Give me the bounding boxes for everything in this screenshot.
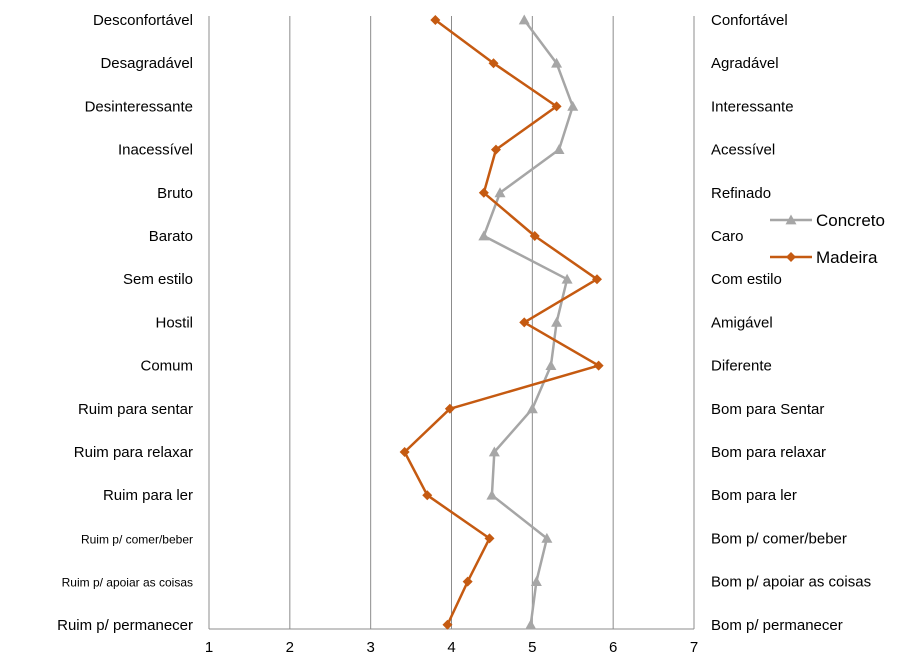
right-attribute-label: Bom p/ permanecer (711, 617, 843, 634)
data-point-madeira (529, 231, 540, 241)
series-layer (399, 14, 604, 630)
data-point-concreto (551, 57, 563, 68)
data-point-concreto (567, 100, 579, 111)
data-point-madeira (488, 58, 499, 69)
left-attribute-label: Inacessível (118, 142, 193, 159)
data-point-madeira (430, 15, 441, 25)
data-point-madeira (490, 144, 501, 155)
x-axis-ticks: 1 2 3 4 5 6 7 (205, 639, 698, 656)
data-point-concreto (488, 446, 500, 457)
data-point-madeira (593, 360, 604, 371)
legend-swatch-marker (786, 252, 796, 262)
data-point-concreto (541, 532, 553, 543)
data-point-concreto (561, 273, 573, 284)
x-tick-label: 2 (286, 639, 294, 656)
left-attribute-label: Bruto (157, 185, 193, 202)
legend-item-concreto: Concreto (770, 211, 885, 230)
data-point-madeira (484, 533, 495, 544)
data-point-concreto (526, 403, 538, 414)
data-point-madeira (519, 317, 530, 328)
data-point-madeira (462, 576, 473, 587)
legend-label: Concreto (816, 211, 885, 230)
data-point-concreto (551, 316, 563, 327)
x-tick-label: 6 (609, 639, 617, 656)
left-attribute-label: Desagradável (100, 55, 193, 72)
right-attribute-label: Bom p/ apoiar as coisas (711, 574, 871, 591)
data-point-madeira (592, 274, 602, 285)
data-point-concreto (478, 230, 490, 241)
legend-swatch-marker (785, 214, 797, 225)
data-point-concreto (545, 360, 557, 370)
left-attribute-label: Ruim para sentar (78, 401, 193, 418)
left-labels: Desconfortável Desagradável Desinteressant… (57, 12, 193, 634)
left-attribute-label: Sem estilo (123, 271, 193, 288)
right-labels: Confortável Agradável Interessante Acessíve… (711, 12, 871, 634)
left-attribute-label: Ruim p/ permanecer (57, 617, 193, 634)
right-attribute-label: Interessante (711, 98, 794, 115)
legend-item-madeira: Madeira (770, 248, 878, 267)
x-tick-label: 3 (366, 639, 374, 656)
right-attribute-label: Bom para ler (711, 487, 797, 504)
x-tick-label: 5 (528, 639, 536, 656)
data-point-madeira (444, 403, 455, 414)
right-attribute-label: Bom para relaxar (711, 444, 826, 461)
right-attribute-label: Diferente (711, 358, 772, 375)
left-attribute-label: Ruim para ler (103, 487, 193, 504)
left-attribute-label: Ruim p/ apoiar as coisas (62, 576, 193, 590)
x-tick-label: 1 (205, 639, 213, 656)
x-tick-label: 4 (447, 639, 455, 656)
right-attribute-label: Amigável (711, 314, 773, 331)
right-attribute-label: Bom p/ comer/beber (711, 530, 847, 547)
data-point-concreto (530, 576, 542, 586)
data-point-concreto (553, 144, 565, 154)
right-attribute-label: Com estilo (711, 271, 782, 288)
legend-label: Madeira (816, 248, 878, 267)
data-point-madeira (422, 490, 433, 501)
series-madeira (399, 15, 604, 630)
data-point-concreto (518, 14, 530, 25)
data-point-concreto (494, 187, 506, 198)
left-attribute-label: Desconfortável (93, 12, 193, 29)
right-attribute-label: Confortável (711, 12, 788, 29)
data-point-madeira (442, 619, 453, 630)
left-attribute-label: Barato (149, 228, 193, 245)
left-attribute-label: Ruim para relaxar (74, 444, 193, 461)
data-point-concreto (486, 489, 498, 500)
left-attribute-label: Desinteressante (85, 98, 193, 115)
grid-layer (208, 16, 695, 630)
x-tick-label: 7 (690, 639, 698, 656)
data-point-concreto (525, 619, 537, 630)
data-point-madeira (478, 187, 489, 198)
right-attribute-label: Acessível (711, 142, 775, 159)
left-attribute-label: Hostil (155, 314, 193, 331)
series-concreto (478, 14, 579, 630)
right-attribute-label: Refinado (711, 185, 771, 202)
right-attribute-label: Bom para Sentar (711, 401, 824, 418)
right-attribute-label: Caro (711, 228, 744, 245)
left-attribute-label: Comum (140, 358, 193, 375)
data-point-madeira (399, 447, 410, 457)
legend: Concreto Madeira (770, 211, 885, 267)
left-attribute-label: Ruim p/ comer/beber (81, 532, 193, 546)
data-point-madeira (551, 101, 562, 112)
right-attribute-label: Agradável (711, 55, 779, 72)
